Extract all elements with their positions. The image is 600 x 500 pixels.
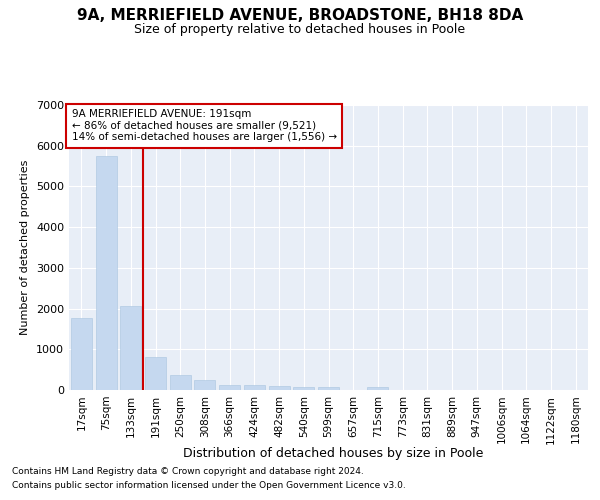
Bar bbox=[95, 156, 116, 390]
Bar bbox=[269, 386, 290, 390]
Text: 9A MERRIEFIELD AVENUE: 191sqm
← 86% of detached houses are smaller (9,521)
14% o: 9A MERRIEFIELD AVENUE: 191sqm ← 86% of d… bbox=[71, 110, 337, 142]
Bar bbox=[367, 387, 388, 390]
Text: Contains HM Land Registry data © Crown copyright and database right 2024.: Contains HM Land Registry data © Crown c… bbox=[12, 467, 364, 476]
Bar bbox=[120, 306, 141, 390]
Bar bbox=[170, 375, 191, 390]
Text: 9A, MERRIEFIELD AVENUE, BROADSTONE, BH18 8DA: 9A, MERRIEFIELD AVENUE, BROADSTONE, BH18… bbox=[77, 8, 523, 22]
Y-axis label: Number of detached properties: Number of detached properties bbox=[20, 160, 31, 335]
Text: Contains public sector information licensed under the Open Government Licence v3: Contains public sector information licen… bbox=[12, 481, 406, 490]
Bar bbox=[318, 386, 339, 390]
Bar bbox=[219, 385, 240, 390]
Bar bbox=[293, 386, 314, 390]
Bar bbox=[71, 318, 92, 390]
Bar bbox=[194, 380, 215, 390]
Text: Size of property relative to detached houses in Poole: Size of property relative to detached ho… bbox=[134, 22, 466, 36]
Bar bbox=[244, 386, 265, 390]
Text: Distribution of detached houses by size in Poole: Distribution of detached houses by size … bbox=[183, 448, 483, 460]
Bar bbox=[145, 357, 166, 390]
